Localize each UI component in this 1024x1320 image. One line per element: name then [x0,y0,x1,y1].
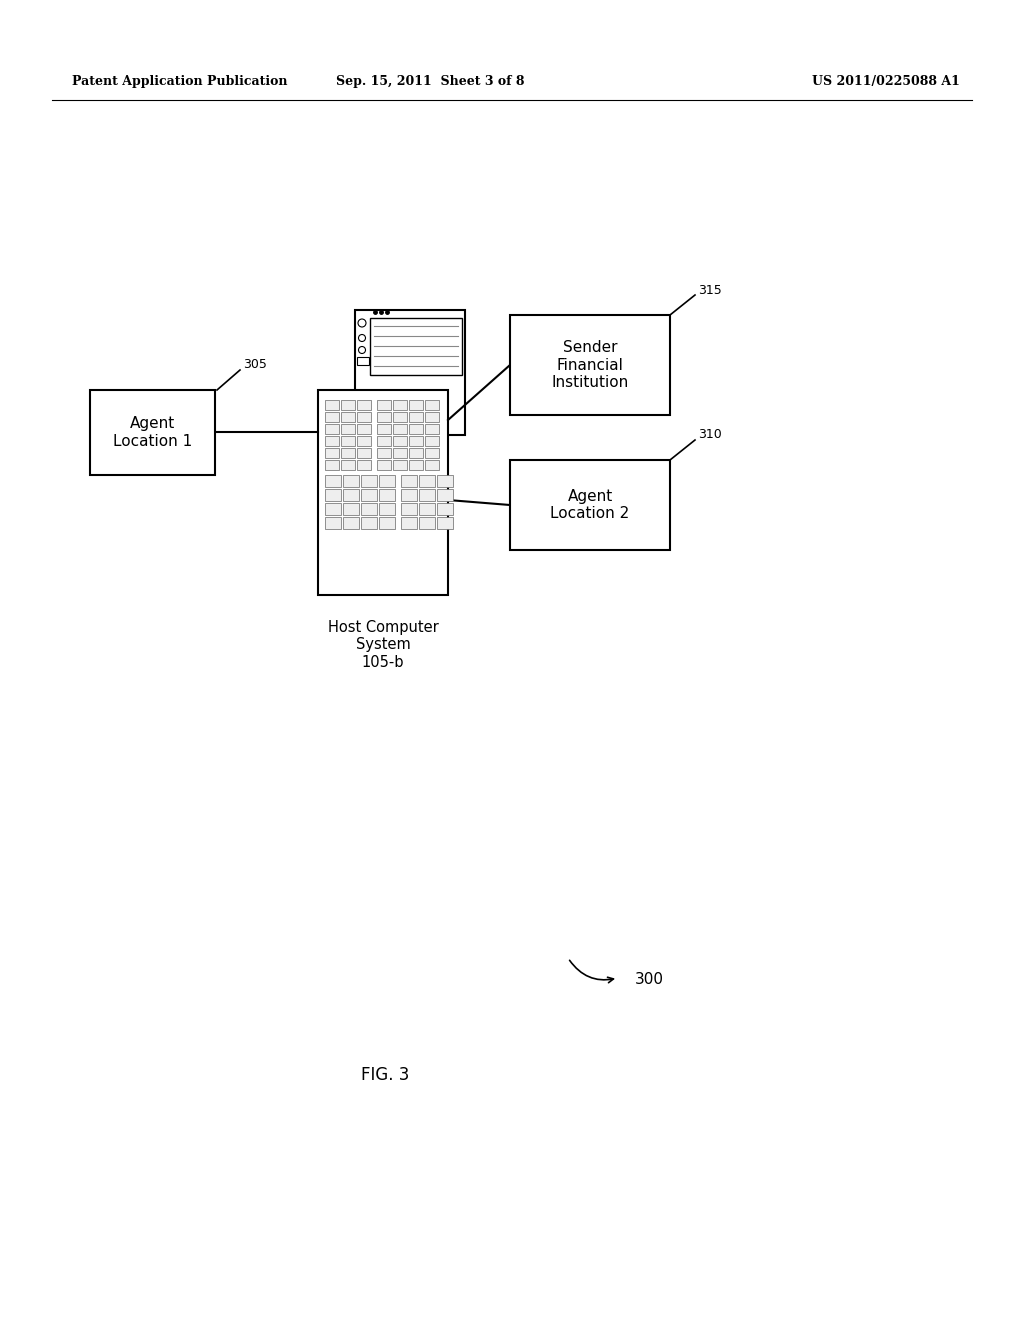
FancyBboxPatch shape [343,503,359,515]
FancyBboxPatch shape [437,488,453,502]
FancyBboxPatch shape [393,447,407,458]
FancyBboxPatch shape [343,517,359,529]
FancyBboxPatch shape [325,424,339,434]
FancyBboxPatch shape [510,459,670,550]
Text: Sender
Financial
Institution: Sender Financial Institution [551,341,629,389]
FancyBboxPatch shape [393,436,407,446]
Text: 305: 305 [243,359,267,371]
FancyBboxPatch shape [425,424,439,434]
FancyBboxPatch shape [341,424,355,434]
FancyBboxPatch shape [357,459,371,470]
FancyBboxPatch shape [325,488,341,502]
FancyBboxPatch shape [409,424,423,434]
FancyBboxPatch shape [341,412,355,422]
FancyBboxPatch shape [379,517,395,529]
Text: FIG. 3: FIG. 3 [360,1067,410,1084]
FancyBboxPatch shape [401,503,417,515]
FancyBboxPatch shape [393,459,407,470]
FancyBboxPatch shape [343,475,359,487]
FancyBboxPatch shape [377,459,391,470]
FancyBboxPatch shape [325,412,339,422]
FancyBboxPatch shape [409,436,423,446]
Circle shape [358,346,366,354]
FancyBboxPatch shape [510,315,670,414]
Text: Agent
Location 2: Agent Location 2 [550,488,630,521]
FancyBboxPatch shape [325,503,341,515]
FancyBboxPatch shape [341,447,355,458]
FancyBboxPatch shape [437,503,453,515]
Circle shape [358,334,366,342]
FancyBboxPatch shape [325,447,339,458]
FancyBboxPatch shape [325,459,339,470]
FancyBboxPatch shape [357,412,371,422]
FancyBboxPatch shape [355,310,465,436]
FancyBboxPatch shape [377,412,391,422]
FancyBboxPatch shape [357,436,371,446]
FancyBboxPatch shape [377,424,391,434]
FancyBboxPatch shape [409,412,423,422]
FancyBboxPatch shape [357,356,369,366]
FancyBboxPatch shape [370,318,462,375]
FancyBboxPatch shape [357,424,371,434]
FancyBboxPatch shape [409,459,423,470]
FancyBboxPatch shape [409,447,423,458]
Text: Agent
Location 1: Agent Location 1 [113,416,193,449]
FancyBboxPatch shape [393,400,407,411]
Text: 300: 300 [635,973,664,987]
FancyBboxPatch shape [341,400,355,411]
FancyBboxPatch shape [425,459,439,470]
FancyBboxPatch shape [325,517,341,529]
FancyBboxPatch shape [393,412,407,422]
FancyBboxPatch shape [401,517,417,529]
FancyBboxPatch shape [401,475,417,487]
FancyBboxPatch shape [425,412,439,422]
FancyBboxPatch shape [425,436,439,446]
FancyBboxPatch shape [425,400,439,411]
FancyBboxPatch shape [437,475,453,487]
FancyBboxPatch shape [361,517,377,529]
FancyBboxPatch shape [379,503,395,515]
FancyBboxPatch shape [357,400,371,411]
FancyBboxPatch shape [401,488,417,502]
FancyBboxPatch shape [419,503,435,515]
FancyBboxPatch shape [343,488,359,502]
FancyBboxPatch shape [425,447,439,458]
Text: Sep. 15, 2011  Sheet 3 of 8: Sep. 15, 2011 Sheet 3 of 8 [336,75,524,88]
FancyBboxPatch shape [393,424,407,434]
FancyBboxPatch shape [318,389,449,595]
FancyBboxPatch shape [341,436,355,446]
FancyBboxPatch shape [419,488,435,502]
FancyBboxPatch shape [361,488,377,502]
FancyBboxPatch shape [325,400,339,411]
FancyBboxPatch shape [325,436,339,446]
FancyBboxPatch shape [357,447,371,458]
FancyBboxPatch shape [377,436,391,446]
Circle shape [358,319,366,327]
FancyBboxPatch shape [90,389,215,475]
Text: 310: 310 [698,429,722,441]
Text: US 2011/0225088 A1: US 2011/0225088 A1 [812,75,961,88]
FancyBboxPatch shape [379,488,395,502]
FancyBboxPatch shape [341,459,355,470]
FancyBboxPatch shape [361,475,377,487]
Text: 315: 315 [698,284,722,297]
FancyBboxPatch shape [409,400,423,411]
FancyBboxPatch shape [437,517,453,529]
FancyBboxPatch shape [419,475,435,487]
FancyBboxPatch shape [325,475,341,487]
FancyBboxPatch shape [377,400,391,411]
Text: Patent Application Publication: Patent Application Publication [72,75,288,88]
FancyBboxPatch shape [379,475,395,487]
Text: Host Computer
System
105-b: Host Computer System 105-b [328,620,438,669]
FancyBboxPatch shape [419,517,435,529]
FancyBboxPatch shape [377,447,391,458]
FancyBboxPatch shape [361,503,377,515]
